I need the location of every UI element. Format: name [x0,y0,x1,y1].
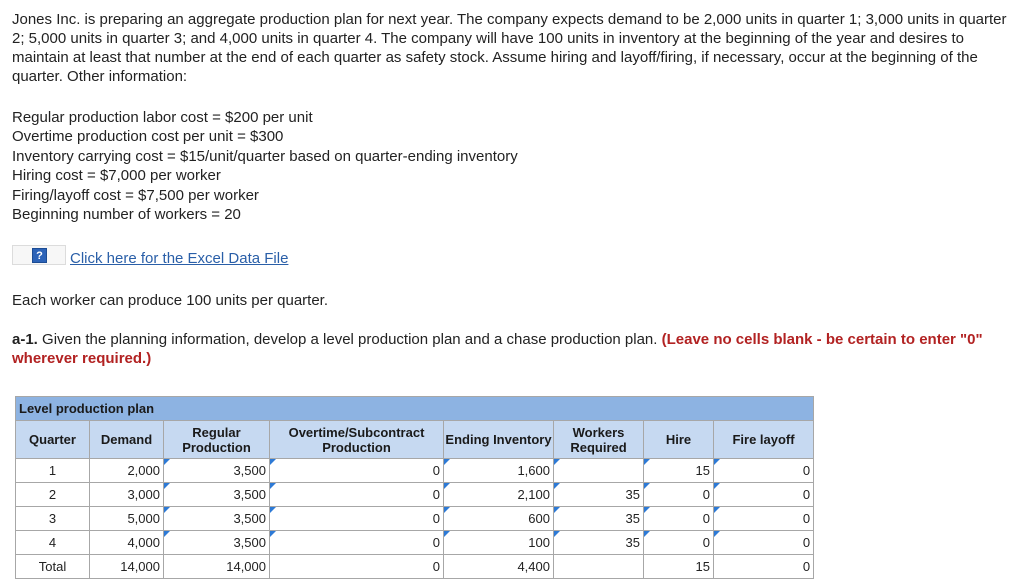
total-label: Total [15,554,90,579]
overtime-production-input[interactable]: 0 [269,482,444,507]
regular-production-input[interactable]: 3,500 [163,530,270,555]
overtime-production-input[interactable]: 0 [269,458,444,483]
cost-info-list: Regular production labor cost = $200 per… [12,108,518,224]
info-line-firing-cost: Firing/layoff cost = $7,500 per worker [12,186,259,204]
table-total-row: Total 14,000 14,000 0 4,400 15 0 [15,554,815,579]
quarter-cell: 4 [15,530,90,555]
col-header-demand: Demand [89,420,164,459]
total-overtime-production: 0 [269,554,444,579]
fire-layoff-input[interactable]: 0 [712,482,815,507]
ending-inventory-input[interactable]: 2,100 [443,482,554,507]
demand-cell: 4,000 [89,530,164,555]
excel-data-file-link[interactable]: Click here for the Excel Data File [70,249,289,267]
problem-intro: Jones Inc. is preparing an aggregate pro… [12,11,1007,85]
table-row: 3 5,000 3,500 0 600 35 0 0 [15,506,815,531]
info-line-beginning-workers: Beginning number of workers = 20 [12,206,241,224]
table-row: 4 4,000 3,500 0 100 35 0 0 [15,530,815,555]
total-workers-required [553,554,644,579]
hire-input[interactable]: 0 [643,506,714,531]
question-number: a-1. [12,331,38,348]
total-regular-production: 14,000 [163,554,270,579]
ending-inventory-input[interactable]: 1,600 [443,458,554,483]
hire-input[interactable]: 0 [643,482,714,507]
quarter-cell: 2 [15,482,90,507]
excel-data-row: ? Click here for the Excel Data File [12,244,289,267]
col-header-quarter: Quarter [15,420,90,459]
question-a1: a-1. Given the planning information, dev… [12,330,1016,368]
workers-required-input[interactable] [553,458,644,483]
workers-required-input[interactable]: 35 [553,482,644,507]
info-line-overtime-cost: Overtime production cost per unit = $300 [12,128,284,146]
question-warning: (Leave no cells blank - be certain to en… [12,331,983,367]
ending-inventory-input[interactable]: 600 [443,506,554,531]
quarter-cell: 3 [15,506,90,531]
table-row: 2 3,000 3,500 0 2,100 35 0 0 [15,482,815,507]
table-row: 1 2,000 3,500 0 1,600 15 0 [15,458,815,483]
demand-cell: 2,000 [89,458,164,483]
overtime-production-input[interactable]: 0 [269,506,444,531]
info-line-regular-cost: Regular production labor cost = $200 per… [12,109,313,126]
hire-input[interactable]: 0 [643,530,714,555]
worker-capacity-note: Each worker can produce 100 units per qu… [12,292,329,309]
col-header-fire-layoff: Fire layoff [712,420,815,459]
level-production-plan-table: Level production plan Quarter Demand Reg… [14,396,815,579]
total-demand-cell: 14,000 [89,554,164,579]
col-header-workers-required: Workers Required [553,420,644,459]
fire-layoff-input[interactable]: 0 [712,458,815,483]
quarter-cell: 1 [15,458,90,483]
fire-layoff-input[interactable]: 0 [712,506,815,531]
regular-production-input[interactable]: 3,500 [163,482,270,507]
regular-production-input[interactable]: 3,500 [163,458,270,483]
col-header-ending-inventory: Ending Inventory [443,420,554,459]
overtime-production-input[interactable]: 0 [269,530,444,555]
help-icon: ? [32,247,47,263]
col-header-overtime-production: Overtime/Subcontract Production [269,420,444,459]
help-button[interactable]: ? [12,245,66,265]
info-line-hiring-cost: Hiring cost = $7,000 per worker [12,167,221,185]
question-text: Given the planning information, develop … [37,331,662,348]
table-caption: Level production plan [14,396,815,421]
regular-production-input[interactable]: 3,500 [163,506,270,531]
fire-layoff-input[interactable]: 0 [712,530,815,555]
demand-cell: 5,000 [89,506,164,531]
col-header-hire: Hire [643,420,714,459]
ending-inventory-input[interactable]: 100 [443,530,554,555]
hire-input[interactable]: 15 [643,458,714,483]
workers-required-input[interactable]: 35 [553,530,644,555]
total-fire-layoff: 0 [712,554,815,579]
demand-cell: 3,000 [89,482,164,507]
info-line-carrying-cost: Inventory carrying cost = $15/unit/quart… [12,147,518,165]
workers-required-input[interactable]: 35 [553,506,644,531]
col-header-regular-production: Regular Production [163,420,270,459]
total-ending-inventory: 4,400 [443,554,554,579]
total-hire: 15 [643,554,714,579]
